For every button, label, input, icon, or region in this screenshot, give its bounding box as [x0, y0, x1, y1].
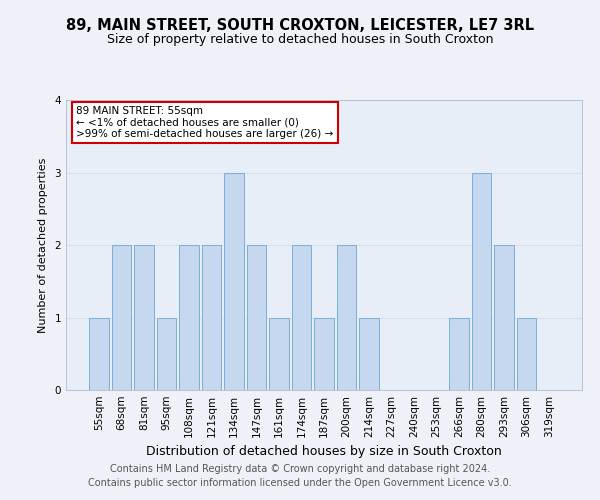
- Bar: [247, 245, 266, 390]
- Bar: [134, 245, 154, 390]
- Bar: [359, 318, 379, 390]
- Text: Contains HM Land Registry data © Crown copyright and database right 2024.
Contai: Contains HM Land Registry data © Crown c…: [88, 464, 512, 487]
- Text: Size of property relative to detached houses in South Croxton: Size of property relative to detached ho…: [107, 32, 493, 46]
- Bar: [89, 318, 109, 390]
- Bar: [112, 245, 131, 390]
- Bar: [517, 318, 536, 390]
- Bar: [472, 172, 491, 390]
- Text: 89 MAIN STREET: 55sqm
← <1% of detached houses are smaller (0)
>99% of semi-deta: 89 MAIN STREET: 55sqm ← <1% of detached …: [76, 106, 334, 139]
- Text: 89, MAIN STREET, SOUTH CROXTON, LEICESTER, LE7 3RL: 89, MAIN STREET, SOUTH CROXTON, LEICESTE…: [66, 18, 534, 32]
- Bar: [179, 245, 199, 390]
- Bar: [157, 318, 176, 390]
- Bar: [269, 318, 289, 390]
- Bar: [314, 318, 334, 390]
- Bar: [337, 245, 356, 390]
- Y-axis label: Number of detached properties: Number of detached properties: [38, 158, 47, 332]
- Bar: [202, 245, 221, 390]
- Bar: [449, 318, 469, 390]
- Bar: [494, 245, 514, 390]
- X-axis label: Distribution of detached houses by size in South Croxton: Distribution of detached houses by size …: [146, 446, 502, 458]
- Bar: [292, 245, 311, 390]
- Bar: [224, 172, 244, 390]
